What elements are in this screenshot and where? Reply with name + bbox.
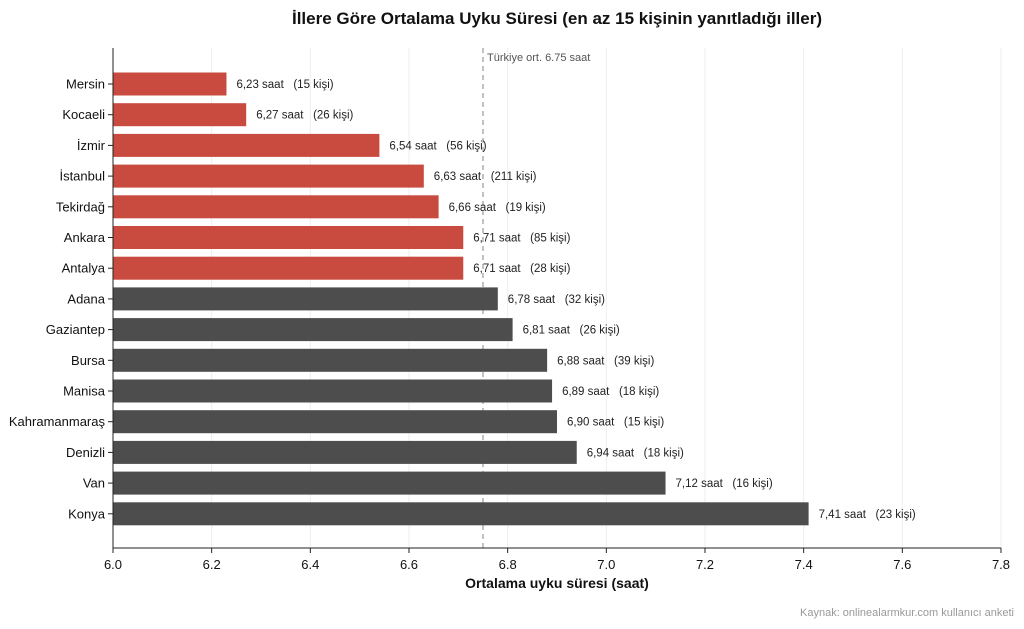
bar	[113, 287, 498, 311]
category-label: İzmir	[77, 138, 106, 153]
x-ticks: 6.0 6.2 6.4 6.6 6.8 7.0 7.2 7.4 7.6 7.8	[104, 548, 1010, 572]
data-label: 6,78 saat (32 kişi)	[508, 294, 605, 306]
data-label: 6,71 saat (28 kişi)	[473, 263, 570, 275]
bar	[113, 440, 577, 464]
bar	[113, 348, 548, 372]
x-tick-label: 7.6	[893, 557, 911, 572]
x-tick-label: 7.0	[597, 557, 615, 572]
data-label: 7,12 saat (16 kişi)	[676, 478, 773, 490]
category-label: İstanbul	[59, 169, 105, 184]
bar	[113, 72, 227, 96]
x-axis-title: Ortalama uyku süresi (saat)	[465, 575, 649, 591]
bars	[113, 72, 809, 526]
data-label: 6,90 saat (15 kişi)	[567, 417, 664, 429]
x-tick-label: 6.2	[203, 557, 221, 572]
x-tick-label: 6.8	[499, 557, 517, 572]
bar	[113, 195, 439, 219]
axes	[112, 48, 1001, 549]
x-tick-label: 6.6	[400, 557, 418, 572]
x-tick-label: 6.0	[104, 557, 122, 572]
reference-line-label: Türkiye ort. 6.75 saat	[487, 52, 590, 64]
category-label: Ankara	[64, 230, 106, 245]
data-labels: 6,23 saat (15 kişi) 6,27 saat (26 kişi) 6,…	[236, 79, 915, 521]
chart-title: İllere Göre Ortalama Uyku Süresi (en az …	[292, 9, 822, 28]
category-label: Kahramanmaraş	[9, 414, 106, 429]
category-label: Tekirdağ	[56, 199, 105, 214]
bar	[113, 103, 247, 127]
x-tick-label: 7.2	[696, 557, 714, 572]
bar	[113, 502, 809, 526]
category-label: Van	[83, 476, 105, 491]
data-label: 6,63 saat (211 kişi)	[434, 171, 537, 183]
source-note: Kaynak: onlinealarmkur.com kullanıcı ank…	[800, 607, 1014, 619]
bar	[113, 226, 464, 249]
reference-line-group: Türkiye ort. 6.75 saat	[482, 48, 590, 548]
data-label: 6,54 saat (56 kişi)	[389, 140, 486, 152]
category-label: Konya	[68, 506, 106, 521]
category-label: Antalya	[62, 261, 106, 276]
data-label: 6,66 saat (19 kişi)	[449, 202, 546, 214]
data-label: 6,81 saat (26 kişi)	[523, 325, 620, 337]
bar	[113, 133, 380, 157]
bar	[113, 379, 553, 403]
bar	[113, 318, 513, 342]
data-label: 6,94 saat (18 kişi)	[587, 447, 684, 459]
bar	[113, 471, 666, 495]
category-labels: Mersin Kocaeli İzmir İstanbul Tekirdağ Ankara…	[9, 77, 113, 521]
category-label: Gaziantep	[46, 322, 105, 337]
category-label: Bursa	[71, 353, 106, 368]
data-label: 6,88 saat (39 kişi)	[557, 355, 654, 367]
grid-lines	[112, 48, 1002, 548]
bar	[113, 164, 424, 188]
data-label: 6,89 saat (18 kişi)	[562, 386, 659, 398]
category-label: Adana	[67, 291, 105, 306]
data-label: 6,23 saat (15 kişi)	[236, 79, 333, 91]
category-label: Manisa	[63, 384, 106, 399]
bar	[113, 410, 557, 434]
x-tick-label: 6.4	[301, 557, 319, 572]
category-label: Kocaeli	[62, 107, 105, 122]
data-label: 6,27 saat (26 kişi)	[256, 110, 353, 122]
data-label: 7,41 saat (23 kişi)	[819, 509, 916, 521]
x-tick-label: 7.4	[795, 557, 813, 572]
x-tick-label: 7.8	[992, 557, 1010, 572]
bar	[113, 256, 464, 280]
data-label: 6,71 saat (85 kişi)	[473, 233, 570, 245]
category-label: Mersin	[66, 77, 105, 92]
category-label: Denizli	[66, 445, 105, 460]
